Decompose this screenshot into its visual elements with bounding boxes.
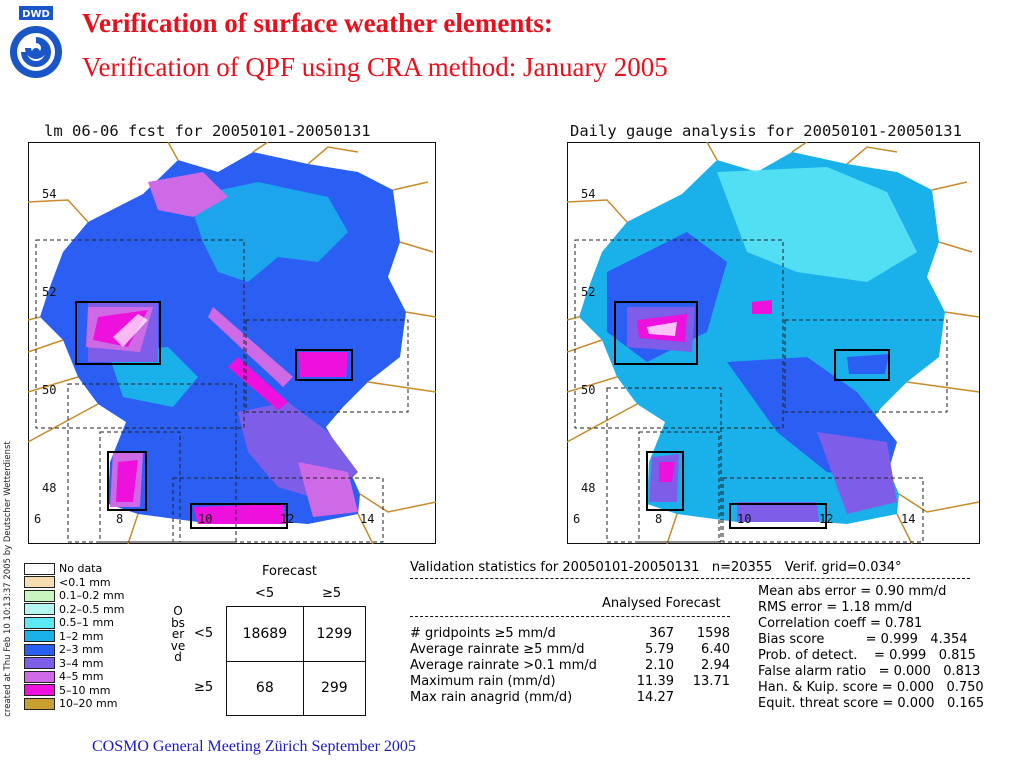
lat-label: 50 [581,383,595,397]
lon-label: 10 [737,512,751,526]
lat-label: 48 [581,481,595,495]
lat-label: 52 [42,285,56,299]
legend-item: 3–4 mm [24,657,124,671]
col-header-ge5: ≥5 [322,586,342,601]
lat-label: 54 [581,187,595,201]
score-line: RMS error = 1.18 mm/d [758,600,913,615]
legend-swatch [24,576,55,589]
map-forecast-title: lm 06-06 fcst for 20050101-20050131 [44,122,371,140]
dwd-logo: DWD [6,4,66,84]
forecast-header: Forecast [262,564,318,579]
stat-row: # gridpoints ≥5 mm/d 367 1598 [410,626,730,641]
stat-row: Maximum rain (mm/d) 11.39 13.71 [410,674,730,689]
cell-ll: 18689 [226,606,304,662]
title-line-1: Verification of surface weather elements… [82,8,553,38]
score-line: False alarm ratio = 0.000 0.813 [758,664,981,679]
lon-label: 6 [34,512,41,526]
lon-label: 6 [573,512,580,526]
lon-label: 12 [819,512,833,526]
row-header-ge5: ≥5 [194,680,214,695]
score-line: Prob. of detect. = 0.999 0.815 [758,648,976,663]
divider [410,578,970,579]
validation-stats: Validation statistics for 20050101-20050… [410,560,1020,730]
score-line: Equit. threat score = 0.000 0.165 [758,696,985,711]
validation-header: Validation statistics for 20050101-20050… [410,560,902,575]
legend-swatch [24,684,55,697]
credit-line: created at Thu Feb 10 10:13:37 2005 by D… [3,441,13,717]
lon-label: 14 [360,512,374,526]
legend: No data <0.1 mm 0.1–0.2 mm 0.2–0.5 mm 0.… [24,562,124,711]
analysed-forecast-header: Analysed Forecast [602,596,721,611]
row-header-lt5: <5 [194,626,214,641]
legend-item: 10–20 mm [24,697,124,711]
observed-label: Observed [170,604,186,664]
legend-swatch [24,562,55,575]
score-line: Mean abs error = 0.90 mm/d [758,584,947,599]
contingency-table: Forecast <5 ≥5 Observed <5 ≥5 18689 1299… [170,562,380,722]
stats-rows: # gridpoints ≥5 mm/d 367 1598 Average ra… [410,626,740,706]
footer-text: COSMO General Meeting Zürich September 2… [92,738,416,755]
contingency-grid: 18689 1299 68 299 [226,606,367,716]
legend-swatch [24,643,55,656]
legend-swatch [24,603,55,616]
legend-item: No data [24,562,124,576]
stat-row: Average rainrate ≥5 mm/d 5.79 6.40 [410,642,730,657]
stat-row: Max rain anagrid (mm/d) 14.27 [410,690,674,705]
lon-label: 10 [198,512,212,526]
divider [410,616,730,617]
lon-label: 12 [280,512,294,526]
legend-item: <0.1 mm [24,576,124,590]
col-header-lt5: <5 [255,586,275,601]
lon-label: 8 [116,512,123,526]
map-analysis: 54 52 50 48 6 8 10 12 14 [566,141,980,545]
lon-label: 14 [901,512,915,526]
legend-swatch [24,630,55,643]
legend-item: 5–10 mm [24,684,124,698]
legend-swatch [24,616,55,629]
score-line: Correlation coeff = 0.781 [758,616,923,631]
map-forecast: 54 52 50 48 6 8 10 12 14 [27,141,437,545]
title-line-2: Verification of QPF using CRA method: Ja… [82,52,668,82]
legend-item: 2–3 mm [24,643,124,657]
score-list: Mean abs error = 0.90 mm/d RMS error = 1… [758,584,1020,712]
lat-label: 50 [42,383,56,397]
legend-item: 0.1–0.2 mm [24,589,124,603]
legend-item: 4–5 mm [24,670,124,684]
legend-swatch [24,697,55,710]
stat-row: Average rainrate >0.1 mm/d 2.10 2.94 [410,658,730,673]
score-line: Bias score = 0.999 4.354 [758,632,968,647]
lon-label: 8 [655,512,662,526]
cell-lh: 1299 [302,606,367,662]
lat-label: 52 [581,285,595,299]
svg-text:DWD: DWD [22,9,50,20]
map-analysis-title: Daily gauge analysis for 20050101-200501… [570,122,962,140]
lat-label: 54 [42,187,56,201]
legend-swatch [24,589,55,602]
legend-swatch [24,670,55,683]
legend-item: 1–2 mm [24,630,124,644]
lat-label: 48 [42,481,56,495]
score-line: Han. & Kuip. score = 0.000 0.750 [758,680,984,695]
legend-swatch [24,657,55,670]
legend-item: 0.5–1 mm [24,616,124,630]
cell-hh: 299 [302,660,367,716]
cell-hl: 68 [226,660,304,716]
legend-item: 0.2–0.5 mm [24,603,124,617]
